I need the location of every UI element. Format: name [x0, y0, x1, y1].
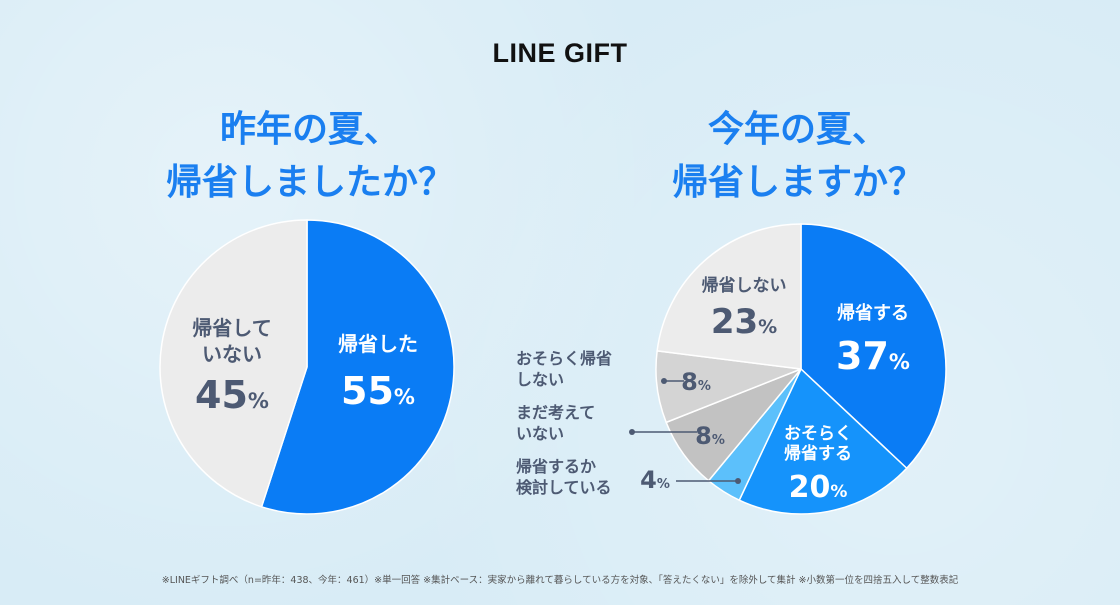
this-year-label-considering-line1: 帰省するか: [516, 457, 596, 476]
left-title-line-1: 昨年の夏、: [219, 109, 400, 150]
last-year-slice-0: [260, 219, 455, 515]
line-gift-logo: LINE GIFT: [492, 38, 628, 68]
this-year-value-probably-return: 20%: [789, 470, 848, 505]
this-year-label-probably-not-line2: しない: [516, 370, 564, 389]
this-year-label-considering-line2: 検討している: [516, 478, 612, 497]
this-year-value-considering-percent-sign: %: [657, 477, 670, 492]
last-year-label-not-returned-line2: いない: [202, 342, 262, 366]
footnote: ※LINEギフト調べ（n=昨年：438、今年：461）※単一回答 ※集計ベース：…: [161, 575, 959, 586]
last-year-slice-1: [159, 219, 308, 508]
this-year-value-probably-return-number: 20: [789, 470, 831, 505]
last-year-value-returned: 55%: [341, 369, 415, 413]
this-year-value-probably-return-percent-sign: %: [830, 482, 847, 502]
this-year-label-not-return: 帰省しない: [702, 275, 787, 296]
this-year-value-considering-number: 4: [640, 466, 657, 494]
this-year-label-not-yet-decided-line2: いない: [516, 424, 564, 443]
this-year-value-probably-not: 8%: [681, 368, 711, 396]
left-chart-title: 昨年の夏、 帰省しましたか？: [110, 103, 510, 209]
this-year-value-not-yet-decided: 8%: [695, 422, 725, 450]
this-year-value-not-return-percent-sign: %: [758, 316, 777, 338]
last-year-label-not-returned-line1: 帰省して: [192, 316, 271, 340]
this-year-slice-5: [656, 223, 802, 370]
this-year-value-not-return-number: 23: [711, 302, 758, 342]
last-year-value-returned-number: 55: [341, 369, 394, 413]
right-title-line-2: 帰省しますか？: [671, 162, 924, 203]
this-year-value-not-return: 23%: [711, 302, 777, 342]
this-year-label-probably-return-line1: おそらく: [784, 424, 852, 444]
this-year-value-not-yet-decided-number: 8: [695, 422, 712, 450]
this-year-value-probably-not-number: 8: [681, 368, 698, 396]
last-year-value-not-returned-percent-sign: %: [248, 389, 269, 413]
last-year-value-not-returned-number: 45: [195, 373, 248, 417]
this-year-label-probably-not-line1: おそらく帰省: [516, 349, 612, 368]
this-year-value-not-yet-decided-percent-sign: %: [712, 433, 725, 448]
this-year-slice-0: [800, 223, 947, 470]
this-year-value-will-return: 37%: [836, 334, 910, 378]
right-title-line-1: 今年の夏、: [707, 109, 888, 150]
this-year-value-will-return-number: 37: [836, 334, 889, 378]
right-chart-title: 今年の夏、 帰省しますか？: [598, 103, 998, 209]
this-year-leader-dot-probably-not: [661, 378, 667, 384]
this-year-value-probably-not-percent-sign: %: [698, 379, 711, 394]
left-title-line-2: 帰省しましたか？: [165, 162, 454, 203]
last-year-value-not-returned: 45%: [195, 373, 269, 417]
this-year-label-not-yet-decided-line1: まだ考えて: [516, 403, 595, 422]
this-year-value-will-return-percent-sign: %: [889, 350, 910, 374]
this-year-value-considering: 4%: [640, 466, 670, 494]
this-year-label-will-return: 帰省する: [837, 302, 909, 324]
this-year-leader-dot-considering: [735, 478, 741, 484]
this-year-leader-dot-not-yet-decided: [629, 429, 635, 435]
last-year-label-returned: 帰省した: [338, 332, 418, 356]
this-year-label-probably-return-line2: 帰省する: [784, 443, 852, 464]
last-year-value-returned-percent-sign: %: [394, 385, 415, 409]
this-year-slice-1: [738, 367, 908, 515]
